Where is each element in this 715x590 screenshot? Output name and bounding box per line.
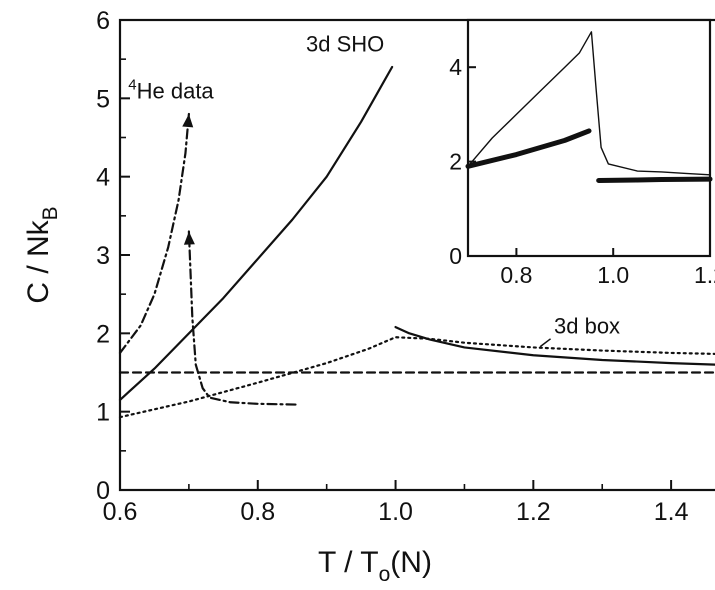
inset-series-line-2 xyxy=(465,128,592,169)
annotation-leader xyxy=(539,338,552,348)
x-tick-label: 0.8 xyxy=(240,498,275,526)
x-tick-label: 0.6 xyxy=(103,498,138,526)
y-tick-label: 3 xyxy=(96,242,110,270)
x-axis-title-sub: o xyxy=(379,563,391,586)
inset-x-tick-label: 1.2 xyxy=(694,262,715,288)
series-line-1 xyxy=(118,65,394,402)
arrow-head xyxy=(183,231,195,245)
inset-series-layer xyxy=(465,31,713,183)
series-layer xyxy=(118,65,715,419)
annotation-label: 4He data xyxy=(128,76,214,103)
inset-y-tick-label: 4 xyxy=(449,54,462,80)
annotation-label: 3d box xyxy=(554,313,620,338)
inset-x-tick-label: 1.0 xyxy=(597,262,629,288)
y-tick-label: 0 xyxy=(96,477,110,505)
annotation-superscript: 4 xyxy=(128,76,136,93)
y-tick-label: 5 xyxy=(96,85,110,113)
y-axis-ticks: 0 1 2 3 4 5 6 xyxy=(96,7,130,505)
series-line-2 xyxy=(394,325,715,366)
inset-series-line-3 xyxy=(596,176,713,183)
x-axis-title-main: T / T xyxy=(318,546,379,579)
series-line-5 xyxy=(118,112,190,355)
x-axis-title: T / To(N) xyxy=(318,546,432,586)
inset-y-tick-label: 0 xyxy=(449,243,462,269)
arrow-head xyxy=(182,114,194,128)
annotation-text: He data xyxy=(137,78,215,103)
series-line-3 xyxy=(118,336,715,419)
inset-x-axis-ticks: 0.8 1.0 1.2 xyxy=(500,248,715,288)
x-tick-label: 1.4 xyxy=(654,498,689,526)
x-tick-label: 1.0 xyxy=(378,498,413,526)
x-axis-title-tail: (N) xyxy=(390,546,432,579)
inset-y-axis-ticks: 0 2 4 xyxy=(449,54,476,269)
y-tick-label: 2 xyxy=(96,320,110,348)
inset-series-line-1 xyxy=(467,31,711,176)
inset-frame xyxy=(466,18,712,258)
annotation-label: 3d SHO xyxy=(306,31,384,56)
y-axis-title-sub: B xyxy=(39,206,62,220)
series-line-6 xyxy=(187,230,301,406)
inset-plot: 0 2 4 0.8 1.0 1.2 xyxy=(449,18,715,288)
y-tick-label: 6 xyxy=(96,7,110,35)
inset-y-tick-label: 2 xyxy=(449,149,462,175)
y-tick-label: 4 xyxy=(96,164,110,192)
x-axis-ticks: 0.6 0.8 1.0 1.2 1.4 xyxy=(103,480,689,526)
y-axis-title: C / NkB xyxy=(22,206,62,303)
y-tick-label: 1 xyxy=(96,399,110,427)
inset-x-tick-label: 0.8 xyxy=(500,262,532,288)
x-tick-label: 1.2 xyxy=(516,498,551,526)
y-axis-title-main: C / Nk xyxy=(22,219,55,303)
